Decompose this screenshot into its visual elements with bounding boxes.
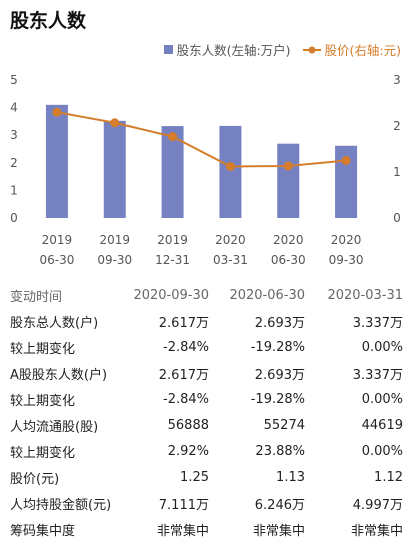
row-label: 股价(元) — [10, 471, 60, 487]
price-point-5 — [341, 156, 351, 165]
bar-4 — [277, 143, 300, 218]
bar-5 — [335, 145, 358, 218]
table-cell: 1.12 — [374, 469, 403, 485]
table-header-row: 变动时间 2020-09-30 2020-06-30 2020-03-31 — [0, 282, 409, 308]
legend-bar-label: 股东人数(左轴:万户) — [176, 43, 291, 58]
table-row: 人均流通股(股) 56888 55274 44619 — [0, 412, 409, 438]
price-line — [56, 111, 347, 168]
legend-item-bar[interactable]: 股东人数(左轴:万户) — [163, 40, 291, 59]
chart-legend: 股东人数(左轴:万户) 股价(右轴:元) — [163, 40, 401, 59]
table-cell: 4.997万 — [352, 497, 403, 513]
x-tick-year: 2020 — [273, 233, 304, 247]
left-axis-tick-label: 3 — [10, 128, 18, 142]
table-cell: 7.111万 — [158, 497, 209, 513]
row-label: 人均持股金额(元) — [10, 497, 112, 513]
table-row: 人均持股金额(元) 7.111万 6.246万 4.997万 — [0, 490, 409, 516]
x-tick-year: 2020 — [331, 233, 362, 247]
combo-chart: 0 1 2 3 4 5 0 1 2 3 2019 06-30 2019 09-30 2019 12-31 202… — [10, 73, 401, 267]
legend-line-label: 股价(右轴:元) — [324, 43, 401, 58]
x-tick-date: 12-31 — [155, 253, 190, 267]
bar-1 — [103, 120, 126, 218]
left-axis-tick-label: 1 — [10, 183, 18, 197]
row-label: 变动时间 — [10, 289, 63, 305]
table-row: 较上期变化 -2.84% -19.28% 0.00% — [0, 334, 409, 360]
right-axis-tick-label: 3 — [393, 73, 401, 87]
table-row: 较上期变化 -2.84% -19.28% 0.00% — [0, 386, 409, 412]
table-row: 股价(元) 1.25 1.13 1.12 — [0, 464, 409, 490]
row-label: 股东总人数(户) — [10, 315, 99, 331]
table-cell: 2.617万 — [158, 315, 209, 331]
row-label: 较上期变化 — [10, 445, 76, 461]
table-cell: 3.337万 — [352, 315, 403, 331]
table-cell: 非常集中 — [252, 523, 305, 539]
table-cell: -19.28% — [250, 391, 305, 407]
table-cell: 55274 — [263, 417, 305, 433]
table-cell: 非常集中 — [156, 523, 209, 539]
row-label: 人均流通股(股) — [10, 419, 99, 435]
table-cell: -19.28% — [250, 339, 305, 355]
price-point-1 — [110, 118, 120, 128]
table-cell: 2020-03-31 — [327, 287, 403, 303]
x-tick-year: 2019 — [157, 233, 188, 247]
right-axis-tick-label: 2 — [393, 119, 401, 133]
table-cell: 3.337万 — [352, 367, 403, 383]
table-row: A股股东人数(户) 2.617万 2.693万 3.337万 — [0, 360, 409, 386]
left-axis-tick-label: 2 — [10, 156, 18, 170]
row-label: 较上期变化 — [10, 341, 76, 357]
row-label: A股股东人数(户) — [10, 367, 108, 383]
left-axis-tick-label: 4 — [10, 101, 18, 115]
table-cell: 1.13 — [276, 469, 305, 485]
left-axis-tick-label: 0 — [10, 211, 18, 225]
table-cell: 0.00% — [361, 443, 403, 459]
table-cell: 2020-09-30 — [133, 287, 209, 303]
x-tick-date: 09-30 — [329, 253, 364, 267]
left-axis-tick-label: 5 — [10, 73, 18, 87]
table-row: 较上期变化 2.92% 23.88% 0.00% — [0, 438, 409, 464]
table-cell: 2.693万 — [254, 367, 305, 383]
legend-item-line[interactable]: 股价(右轴:元) — [302, 40, 401, 59]
x-tick-date: 03-31 — [213, 253, 248, 267]
table-cell: 2.617万 — [158, 367, 209, 383]
table-cell: 非常集中 — [350, 523, 403, 539]
x-tick-date: 09-30 — [97, 253, 132, 267]
table-cell: -2.84% — [163, 339, 209, 355]
table-row: 股东总人数(户) 2.617万 2.693万 3.337万 — [0, 308, 409, 334]
x-tick-year: 2019 — [99, 233, 130, 247]
table-cell: 2020-06-30 — [229, 287, 305, 303]
bar-2 — [161, 126, 184, 218]
row-label: 较上期变化 — [10, 393, 76, 409]
table-cell: -2.84% — [163, 391, 209, 407]
row-label: 筹码集中度 — [10, 523, 76, 539]
page-title: 股东人数 — [10, 10, 87, 32]
table-cell: 2.92% — [167, 443, 209, 459]
table-cell: 44619 — [361, 417, 403, 433]
table-cell: 6.246万 — [254, 497, 305, 513]
bar-3 — [219, 125, 242, 218]
x-tick-date: 06-30 — [39, 253, 74, 267]
shareholder-table: 变动时间 2020-09-30 2020-06-30 2020-03-31 股东总人数(… — [0, 282, 409, 542]
bar-0 — [45, 104, 68, 218]
right-axis-tick-label: 1 — [393, 165, 401, 179]
table-cell: 0.00% — [361, 391, 403, 407]
table-row: 筹码集中度 非常集中 非常集中 非常集中 — [0, 516, 409, 542]
x-tick-date: 06-30 — [271, 253, 306, 267]
line-legend-marker — [302, 46, 321, 53]
x-tick-year: 2019 — [42, 233, 73, 247]
x-tick-year: 2020 — [215, 233, 246, 247]
table-cell: 0.00% — [361, 339, 403, 355]
price-point-3 — [225, 161, 235, 171]
price-point-0 — [52, 107, 62, 117]
table-cell: 56888 — [167, 417, 209, 433]
right-axis-tick-label: 0 — [393, 211, 401, 225]
bar-legend-swatch — [163, 45, 173, 54]
table-cell: 1.25 — [180, 469, 209, 485]
price-point-4 — [283, 161, 293, 171]
table-cell: 23.88% — [255, 443, 305, 459]
table-cell: 2.693万 — [254, 315, 305, 331]
price-point-2 — [168, 132, 178, 142]
